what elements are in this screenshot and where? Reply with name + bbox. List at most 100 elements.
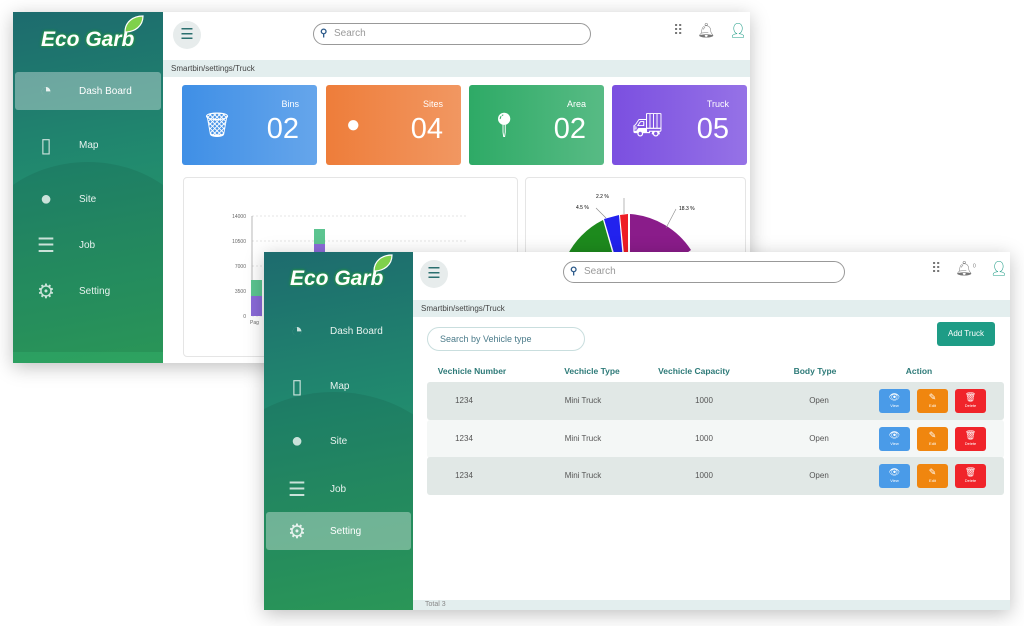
edit-icon: ✎ <box>928 392 937 402</box>
stat-label: Sites <box>422 99 443 109</box>
vehicle-capacity: 1000 <box>695 471 713 480</box>
search-icon: ⚲ <box>570 266 578 277</box>
pie-label: 2.2 % <box>596 194 609 200</box>
trash-icon: 🗑︎ <box>964 392 977 402</box>
stat-value: 02 <box>553 113 586 145</box>
stat-value: 04 <box>410 113 443 145</box>
user-icon[interactable]: 👤︎ <box>989 260 1008 276</box>
bell-icon[interactable]: 🔔︎ <box>697 22 716 38</box>
bar-segment <box>251 280 262 296</box>
edit-button[interactable]: ✎ Edit <box>917 464 948 488</box>
stat-value: 02 <box>266 113 299 145</box>
truck-icon: 🚚︎ <box>632 112 663 139</box>
sidebar-item-site[interactable]: ● Site <box>266 422 411 460</box>
table-row: 1234 Mini Truck 1000 Open 👁︎ View ✎ Edit 🗑︎ De… <box>427 382 1004 420</box>
y-tick-label: 7000 <box>235 264 246 270</box>
eye-icon: 👁︎ <box>888 467 901 477</box>
view-button[interactable]: 👁︎ View <box>879 464 910 488</box>
vehicle-type: Mini Truck <box>564 471 602 480</box>
server-icon: ☰ <box>288 478 306 501</box>
sidebar-item-label: Setting <box>330 525 362 537</box>
view-button[interactable]: 👁︎ View <box>879 426 910 451</box>
delete-button[interactable]: 🗑︎ Delete <box>955 464 986 488</box>
delete-button[interactable]: 🗑︎ Delete <box>955 426 986 451</box>
sidebar-item-label: Site <box>79 193 97 205</box>
column-header: Vechicle Number <box>437 366 507 376</box>
stat-card-truck[interactable]: 🚚︎ Truck 05 <box>612 85 747 165</box>
menu-button[interactable]: ☰ <box>173 21 201 49</box>
x-tick-label: Pag <box>250 320 259 326</box>
add-truck-button[interactable]: Add Truck <box>937 322 995 346</box>
header: ☰ ⚲ Search ⠿ 🔔︎ 👤︎ <box>163 12 750 58</box>
stat-card-area[interactable]: 📍︎ Area 02 <box>469 85 604 165</box>
gear-icon: ⚙ <box>288 520 306 543</box>
location-pin-icon: 📍︎ <box>489 112 520 139</box>
vehicle-type: Mini Truck <box>564 433 602 443</box>
logo: Eco Garb <box>41 28 135 51</box>
sidebar: Eco Garb ◔ Dash Board ▯ Map ● Site ☰ Job ⚙ Settin… <box>13 12 163 363</box>
search-input[interactable]: ⚲ Search <box>313 23 591 45</box>
delete-button[interactable]: 🗑︎ Delete <box>955 389 986 413</box>
sidebar-item-job[interactable]: ☰ Job <box>15 226 161 264</box>
column-header: Action <box>905 366 933 376</box>
sidebar-item-site[interactable]: ● Site <box>15 180 161 218</box>
edit-icon: ✎ <box>928 429 937 440</box>
search-icon: ⚲ <box>320 28 328 39</box>
sidebar-item-job[interactable]: ☰ Job <box>266 470 411 508</box>
apps-grid-icon[interactable]: ⠿ <box>673 22 684 38</box>
sidebar-item-dash-board[interactable]: ◔ Dash Board <box>266 312 411 350</box>
stat-card-bins[interactable]: 🗑︎ Bins 02 <box>182 85 317 165</box>
vehicle-number: 1234 <box>455 396 473 405</box>
globe-icon: ● <box>346 111 361 138</box>
column-header: Body Type <box>793 366 837 376</box>
bar-segment <box>314 229 325 244</box>
leaf-icon <box>373 254 393 272</box>
sidebar-item-dash-board[interactable]: ◔ Dash Board <box>15 72 161 110</box>
y-tick-label: 3500 <box>235 289 246 295</box>
trash-icon: 🗑︎ <box>964 467 977 477</box>
menu-button[interactable]: ☰ <box>420 260 448 288</box>
sidebar-item-label: Dash Board <box>330 325 383 337</box>
truck-settings-window: Eco Garb ◔ Dash Board ▯ Map ● Site ☰ Job ⚙ Settin… <box>264 252 1010 610</box>
table-row: 1234 Mini Truck 1000 Open 👁︎ View ✎ Edit 🗑︎ De… <box>427 457 1004 495</box>
sidebar-item-setting[interactable]: ⚙ Setting <box>15 272 161 310</box>
bar-segment <box>251 296 262 316</box>
edit-button[interactable]: ✎ Edit <box>917 426 948 451</box>
body-type: Open <box>809 396 829 405</box>
apps-grid-icon[interactable]: ⠿ <box>931 260 942 276</box>
stat-label: Truck <box>706 99 729 109</box>
pie-label: 18.3 % <box>679 206 695 212</box>
vehicle-capacity: 1000 <box>695 396 713 405</box>
trash-icon: 🗑︎ <box>202 112 233 139</box>
leaf-icon <box>124 15 144 33</box>
vehicle-type: Mini Truck <box>564 396 602 405</box>
search-input[interactable]: ⚲ Search <box>563 261 845 283</box>
vehicle-number: 1234 <box>455 471 473 480</box>
logo: Eco Garb <box>290 267 384 290</box>
breadcrumb: Smartbin/settings/Truck <box>163 60 750 77</box>
bell-icon[interactable]: 🔔︎0 <box>955 260 976 276</box>
map-icon: ▯ <box>40 134 52 157</box>
sidebar-item-map[interactable]: ▯ Map <box>15 126 161 164</box>
table-row: 1234 Mini Truck 1000 Open 👁︎ View ✎ Edit 🗑︎ De… <box>427 419 1004 458</box>
edit-icon: ✎ <box>928 467 937 477</box>
y-tick-label: 0 <box>243 314 246 320</box>
sidebar-item-map[interactable]: ▯ Map <box>266 367 411 405</box>
sidebar-item-label: Dash Board <box>79 85 132 97</box>
body-type: Open <box>809 471 829 480</box>
map-icon: ▯ <box>291 375 303 398</box>
sidebar: Eco Garb ◔ Dash Board ▯ Map ● Site ☰ Job ⚙ Settin… <box>264 252 413 610</box>
sidebar-item-label: Setting <box>79 285 111 297</box>
vehicle-type-filter-input[interactable]: Search by Vehicle type <box>427 327 585 351</box>
view-button[interactable]: 👁︎ View <box>879 389 910 413</box>
stat-label: Bins <box>281 99 299 109</box>
pie-label: 4.5 % <box>576 205 589 211</box>
sidebar-item-label: Site <box>330 435 348 447</box>
edit-button[interactable]: ✎ Edit <box>917 389 948 413</box>
sidebar-item-label: Job <box>330 483 347 495</box>
sidebar-item-setting[interactable]: ⚙ Setting <box>266 512 411 550</box>
eye-icon: 👁︎ <box>888 392 901 402</box>
sidebar-item-label: Map <box>330 380 350 392</box>
user-icon[interactable]: 👤︎ <box>729 22 747 38</box>
stat-card-sites[interactable]: ● Sites 04 <box>326 85 461 165</box>
